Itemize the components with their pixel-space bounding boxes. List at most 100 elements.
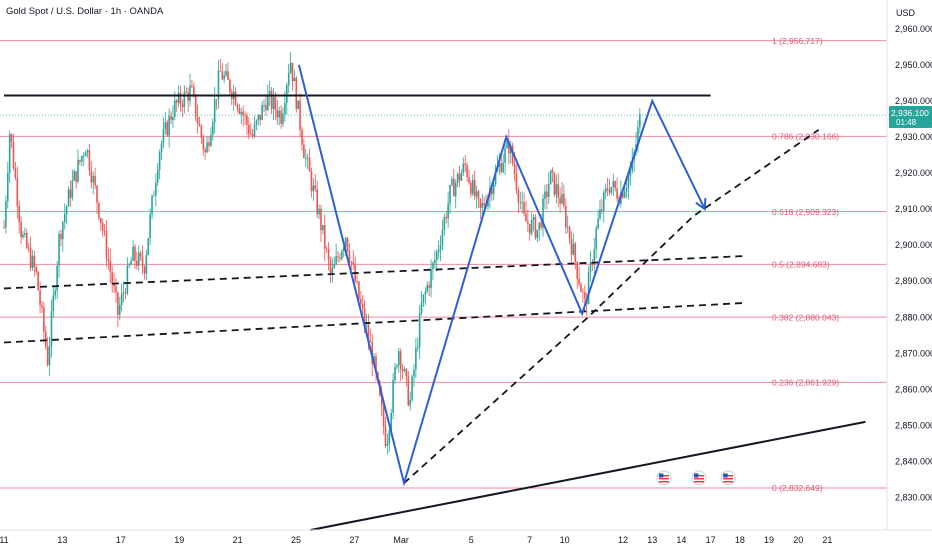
candle-body <box>136 260 138 266</box>
candle-body <box>94 175 96 186</box>
candle-body <box>553 172 556 195</box>
candle-body <box>50 310 53 347</box>
candle-body <box>384 426 387 446</box>
flag-stripe <box>723 478 734 480</box>
candle-body <box>120 293 123 305</box>
y-tick-label: 2,900.000 <box>895 240 932 250</box>
candle-body <box>498 163 501 168</box>
candle-body <box>551 170 554 173</box>
candle-body <box>236 104 239 109</box>
y-tick-label: 2,920.000 <box>895 168 932 178</box>
candle-body <box>56 265 58 291</box>
candle-body <box>255 120 258 125</box>
candle-body <box>211 122 214 136</box>
candle-body <box>196 117 199 124</box>
candle-body <box>515 173 518 190</box>
candle-body <box>10 134 13 143</box>
candle-body <box>561 194 563 204</box>
candle-body <box>179 92 182 105</box>
x-tick-label: 19 <box>764 535 774 545</box>
zigzag-pattern[interactable] <box>297 64 706 487</box>
support-trendline[interactable] <box>310 420 866 531</box>
candle-body <box>314 185 317 190</box>
candle-body <box>413 369 415 377</box>
x-tick-label: 12 <box>618 535 628 545</box>
candle-body <box>225 71 227 76</box>
candle-body <box>3 227 5 228</box>
candle-body <box>276 109 279 118</box>
candle-body <box>593 249 596 265</box>
candle-body <box>149 214 151 239</box>
candle-body <box>109 260 112 273</box>
ascending-dashed-trendline[interactable] <box>403 129 820 484</box>
y-tick-label: 2,880.000 <box>895 312 932 322</box>
candle-body <box>242 111 244 116</box>
candle-body <box>415 348 417 370</box>
candle-body <box>265 104 267 111</box>
candle-body <box>557 184 560 198</box>
candle-body <box>122 292 125 294</box>
channel-upper-dashed-line[interactable] <box>3 255 746 290</box>
candle-body <box>44 331 47 347</box>
x-tick-label: 21 <box>233 535 243 545</box>
candle-body <box>608 190 611 193</box>
candle-body <box>456 173 459 184</box>
candle-body <box>22 234 24 238</box>
channel-lower-dashed-line[interactable] <box>3 301 746 344</box>
candle-body <box>130 260 132 265</box>
currency-label[interactable]: USD <box>896 8 916 18</box>
candle-body <box>128 264 131 266</box>
x-tick-label: 21 <box>822 535 832 545</box>
candle-body <box>623 191 626 198</box>
candle-body <box>473 179 476 197</box>
candle-body <box>278 110 281 118</box>
candle-body <box>306 157 309 159</box>
candle-body <box>227 71 229 80</box>
candle-body <box>206 142 208 153</box>
candle-body <box>96 185 98 203</box>
candle-body <box>268 90 271 95</box>
candle-body <box>107 258 110 261</box>
candle-body <box>542 198 544 228</box>
candle-body <box>629 170 632 177</box>
us-flag-event[interactable] <box>720 470 736 486</box>
candle-body <box>639 114 641 128</box>
candle-body <box>158 152 161 170</box>
us-flag-event[interactable] <box>691 470 707 486</box>
candle-body <box>202 137 205 150</box>
candle-body <box>92 175 95 183</box>
candle-body <box>382 406 385 427</box>
candle-body <box>143 267 146 274</box>
candle-body <box>29 247 32 269</box>
candle-body <box>126 265 129 294</box>
fib-level-label: 1 (2,956.717) <box>772 36 823 46</box>
candle-body <box>527 221 529 224</box>
candle-body <box>547 184 550 197</box>
fib-level-label: 0.236 (2,861.929) <box>772 378 839 388</box>
candle-body <box>27 247 30 249</box>
candle-body <box>614 181 616 189</box>
candle-body <box>483 203 485 206</box>
candle-body <box>331 268 334 274</box>
candle-body <box>570 238 573 255</box>
candle-body <box>519 202 522 204</box>
y-tick-label: 2,910.000 <box>895 204 932 214</box>
candle-body <box>310 171 313 192</box>
candle-body <box>155 182 157 196</box>
candle-body <box>416 346 419 349</box>
candle-body <box>58 233 60 266</box>
us-flag-event[interactable] <box>656 470 672 486</box>
fib-level-label: 0.618 (2,909.323) <box>772 207 839 217</box>
candle-body <box>325 248 328 250</box>
candle-body <box>75 171 77 182</box>
candle-body <box>33 255 36 268</box>
candle-body <box>193 86 195 95</box>
candle-body <box>595 228 597 250</box>
candle-body <box>322 224 324 231</box>
candle-body <box>248 124 250 135</box>
candle-body <box>12 142 15 169</box>
events <box>656 470 736 486</box>
candle-body <box>574 243 577 262</box>
